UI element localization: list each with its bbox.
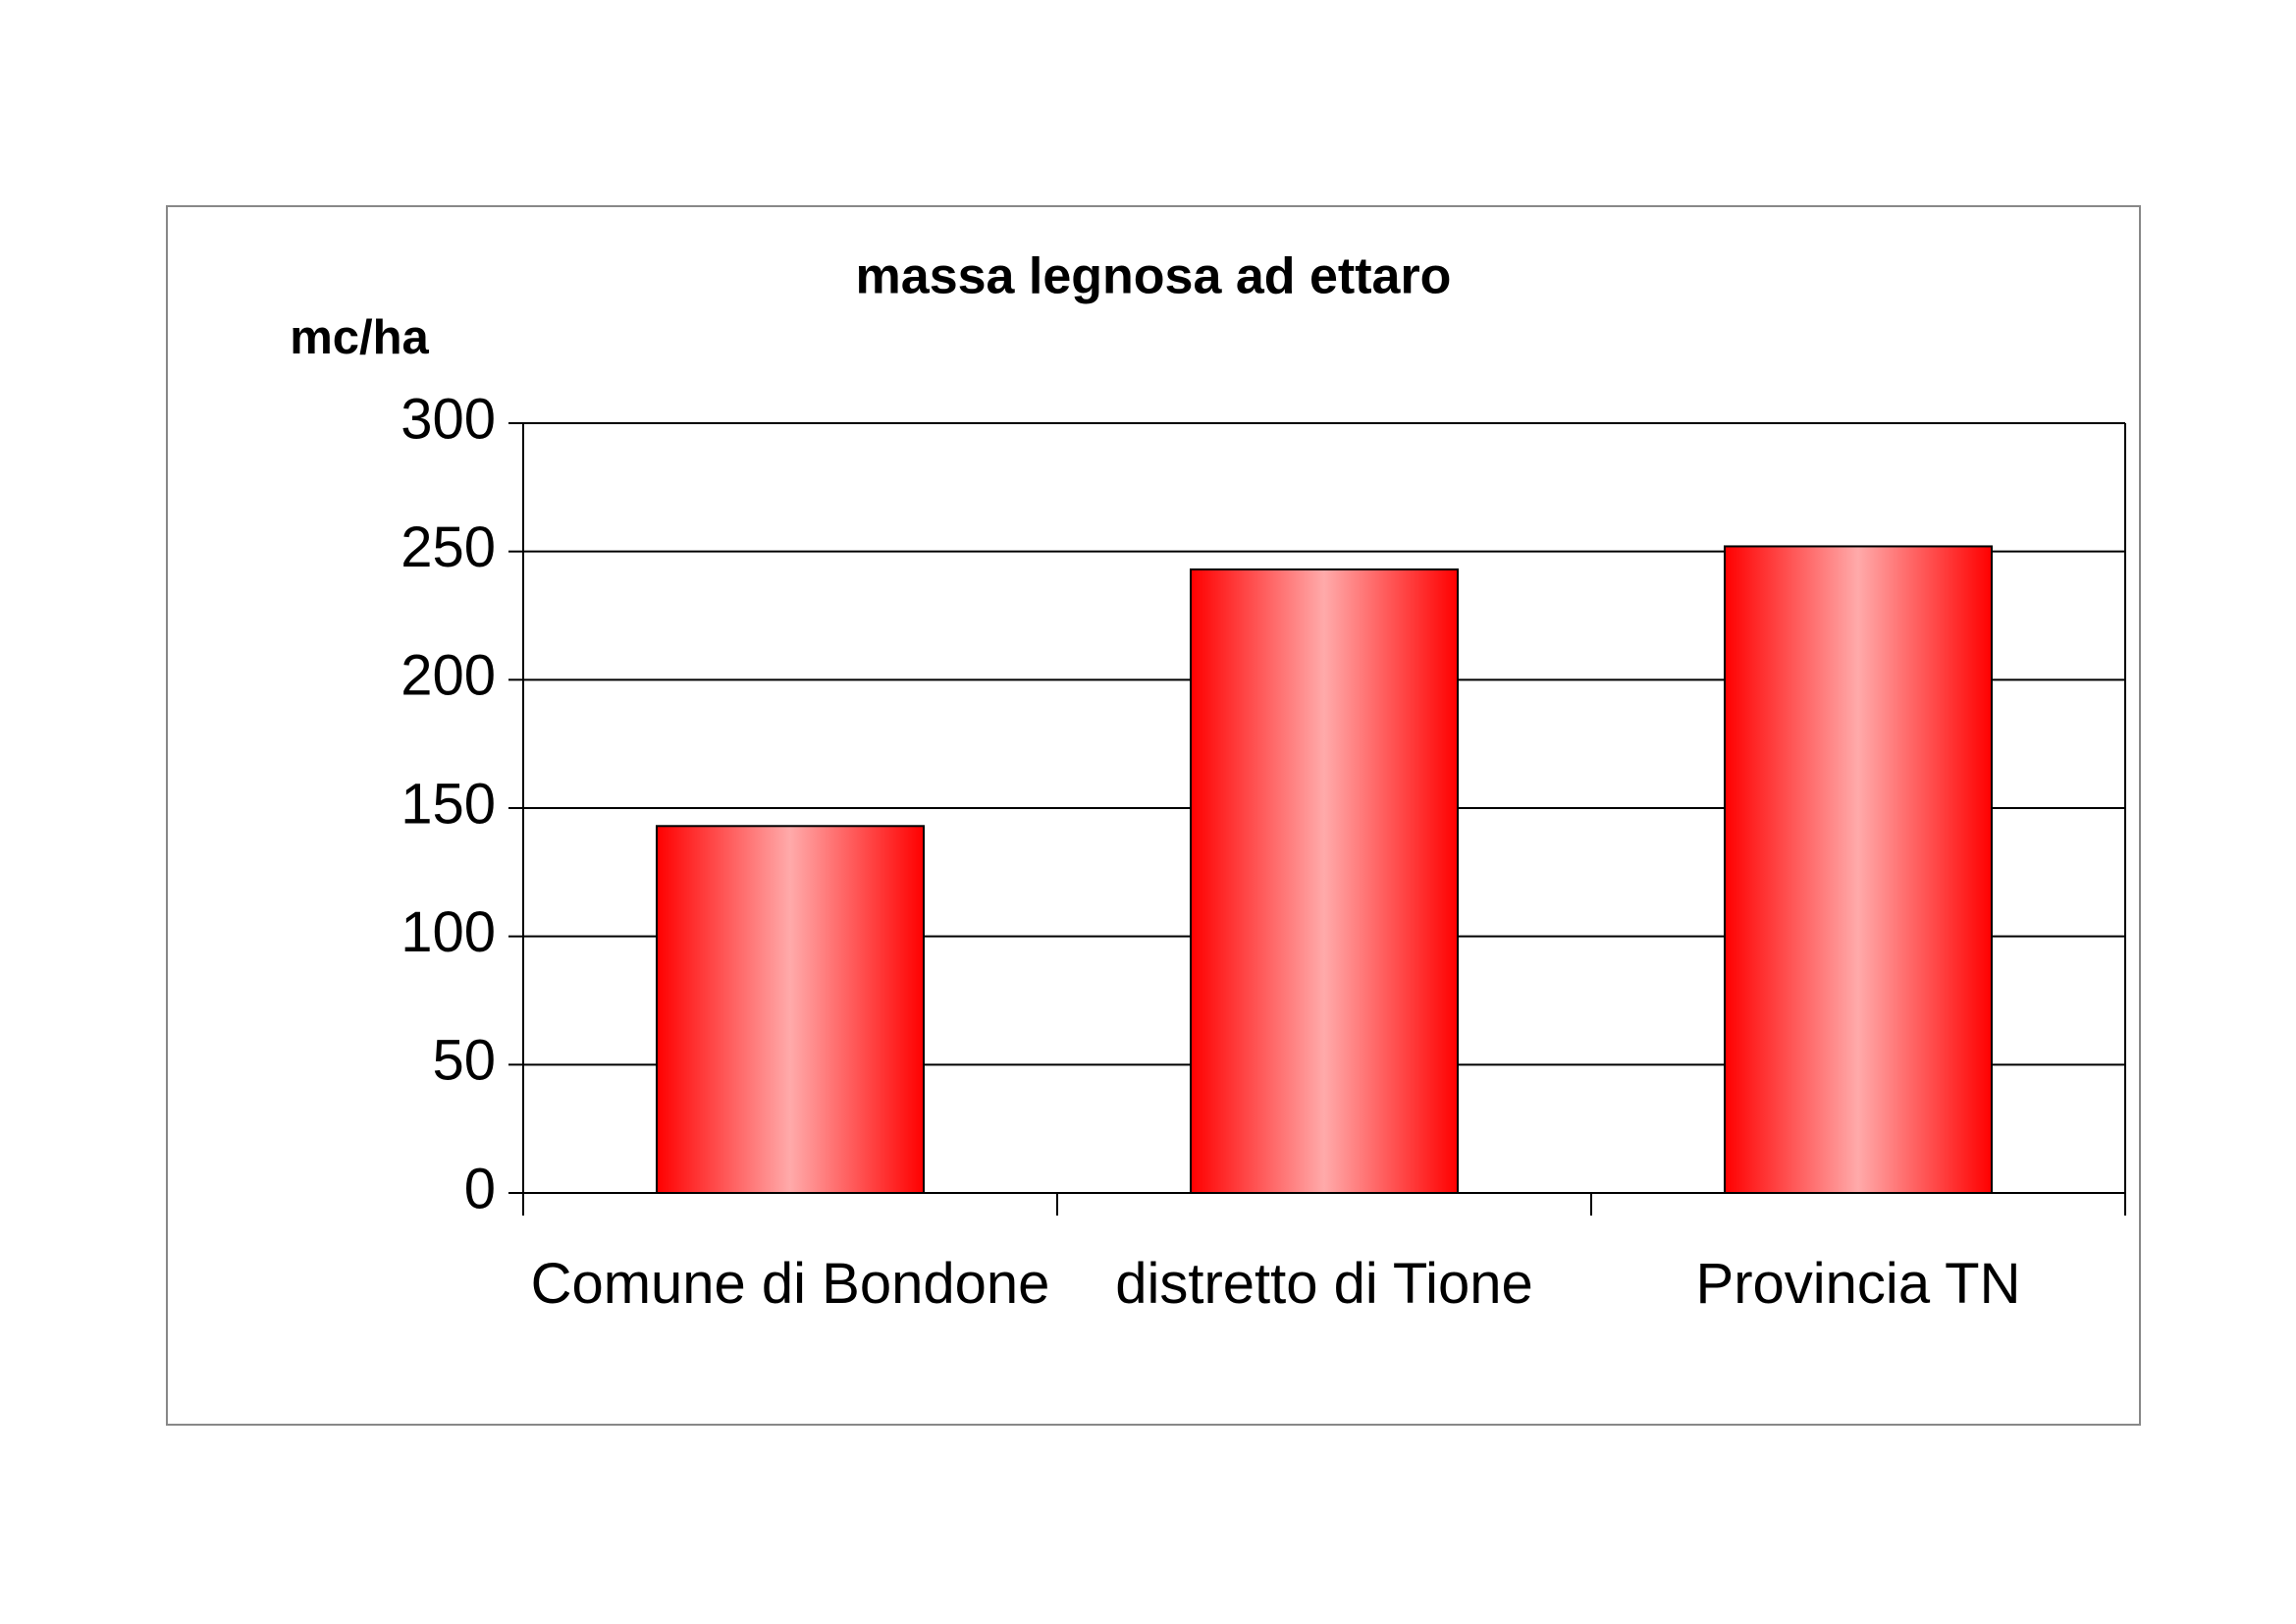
bar xyxy=(1724,545,1993,1194)
y-tick-label: 200 xyxy=(400,644,496,708)
x-tick-label: Provincia TN xyxy=(1695,1252,2021,1316)
y-tick-label: 300 xyxy=(400,387,496,451)
y-axis-label: mc/ha xyxy=(290,311,429,364)
y-tick-label: 0 xyxy=(464,1157,496,1220)
x-tick-label: distretto di Tione xyxy=(1115,1252,1533,1316)
chart-title: massa legnosa ad ettaro xyxy=(856,248,1452,305)
y-tick-label: 100 xyxy=(400,900,496,964)
bar xyxy=(1190,568,1459,1194)
y-tick-label: 150 xyxy=(400,772,496,836)
chart-frame xyxy=(166,205,2141,1426)
y-tick-label: 250 xyxy=(400,515,496,579)
x-tick-label: Comune di Bondone xyxy=(530,1252,1050,1316)
bar xyxy=(656,825,925,1194)
y-tick-label: 50 xyxy=(432,1029,496,1093)
